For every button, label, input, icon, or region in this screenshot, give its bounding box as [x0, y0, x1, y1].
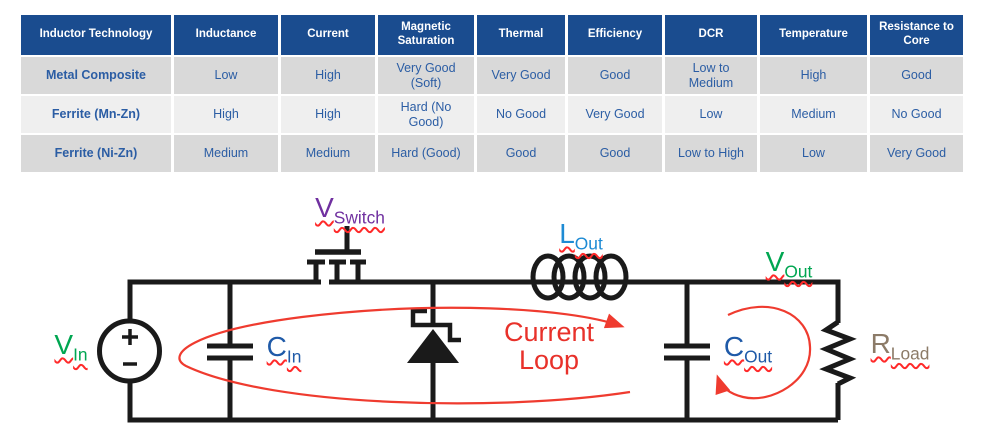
- table-cell: Low: [760, 135, 867, 172]
- table-cell: Low: [174, 57, 278, 94]
- table-cell: High: [760, 57, 867, 94]
- current-loops: [178, 305, 812, 405]
- schottky-diode: [407, 308, 461, 363]
- coil-2: [551, 253, 587, 301]
- label-l-out-sub: Out: [574, 233, 603, 254]
- coil-3: [572, 253, 608, 301]
- table-cell: Medium: [760, 96, 867, 133]
- table-cell: Medium: [174, 135, 278, 172]
- circuit-wires: [127, 279, 841, 423]
- label-c-out-sub: Out: [744, 346, 773, 367]
- table-cell: Very Good: [477, 57, 565, 94]
- label-v-switch: VSwitch: [315, 194, 385, 227]
- capacitor-in: [207, 343, 253, 361]
- table-row: Metal Composite Low High Very Good (Soft) Ve…: [21, 57, 963, 94]
- label-c-out: COut: [724, 333, 772, 366]
- table-cell: Hard (Good): [378, 135, 474, 172]
- table-cell: Very Good: [870, 135, 963, 172]
- label-c-in-sub: In: [286, 346, 302, 367]
- column-header: Magnetic Saturation: [378, 15, 474, 55]
- voltage-source-circle: [97, 318, 162, 384]
- label-r-load-main: R: [870, 328, 891, 359]
- label-v-out-sub: Out: [784, 261, 813, 282]
- current-loop-large: [178, 306, 631, 405]
- table-cell: Good: [870, 57, 963, 94]
- table-body: Metal Composite Low High Very Good (Soft) Ve…: [21, 57, 963, 172]
- label-r-load: RLoad: [871, 330, 930, 363]
- table-cell: Very Good (Soft): [378, 57, 474, 94]
- label-r-load-sub: Load: [890, 343, 930, 364]
- voltage-source: [97, 318, 162, 384]
- table-cell: Hard (No Good): [378, 96, 474, 133]
- label-v-switch-main: V: [315, 192, 334, 223]
- diode-triangle: [407, 329, 459, 363]
- table-cell: Low: [665, 96, 757, 133]
- current-loop-label-line1: Current: [503, 317, 595, 347]
- current-loop-small: [715, 305, 812, 400]
- capacitor-out: [664, 343, 710, 361]
- column-header: Temperature: [760, 15, 867, 55]
- row-header: Metal Composite: [21, 57, 171, 94]
- column-header: Current: [281, 15, 375, 55]
- wire-bottom-rail: [127, 381, 838, 423]
- label-l-out-main: L: [559, 218, 575, 249]
- comparison-table: Inductor Technology Inductance Current Magn…: [18, 13, 966, 174]
- resistor-zigzag: [819, 319, 857, 387]
- wire-top-right: [329, 279, 841, 323]
- table-cell: Good: [568, 57, 662, 94]
- table-row: Ferrite (Ni-Zn) Medium Medium Hard (Good) Go…: [21, 135, 963, 172]
- table-cell: High: [281, 96, 375, 133]
- column-header: Inductance: [174, 15, 278, 55]
- coil-1: [530, 253, 566, 301]
- column-header: Resistance to Core: [870, 15, 963, 55]
- column-header: Inductor Technology: [21, 15, 171, 55]
- label-v-switch-sub: Switch: [333, 207, 385, 228]
- coil-4: [593, 253, 629, 301]
- wire-top-left: [127, 279, 321, 321]
- label-v-in-sub: In: [73, 344, 88, 365]
- label-v-out-main: V: [765, 246, 785, 277]
- label-c-out-main: C: [723, 331, 745, 362]
- table-cell: Low to Medium: [665, 57, 757, 94]
- column-header: DCR: [665, 15, 757, 55]
- column-header: Thermal: [477, 15, 565, 55]
- label-v-in: VIn: [54, 331, 87, 364]
- diode-cathode-bar: [410, 308, 461, 343]
- label-c-in: CIn: [267, 333, 302, 366]
- table-cell: Medium: [281, 135, 375, 172]
- mosfet-symbol: [307, 226, 366, 282]
- label-v-out: VOut: [766, 248, 813, 281]
- column-header: Efficiency: [568, 15, 662, 55]
- label-v-in-main: V: [54, 329, 74, 360]
- row-header: Ferrite (Mn-Zn): [21, 96, 171, 133]
- row-header: Ferrite (Ni-Zn): [21, 135, 171, 172]
- table-cell: Good: [568, 135, 662, 172]
- table-row: Ferrite (Mn-Zn) High High Hard (No Good) No …: [21, 96, 963, 133]
- table-cell: Low to High: [665, 135, 757, 172]
- table-header: Inductor Technology Inductance Current Magn…: [21, 15, 963, 55]
- table-cell: Good: [477, 135, 565, 172]
- mosfet-contact-legs: [313, 262, 361, 282]
- table-cell: No Good: [870, 96, 963, 133]
- table-cell: Very Good: [568, 96, 662, 133]
- label-c-in-main: C: [266, 331, 287, 362]
- table-cell: No Good: [477, 96, 565, 133]
- label-l-out: LOut: [559, 220, 603, 253]
- inductor-coils: [530, 253, 629, 301]
- plus-sign-icon: [122, 329, 138, 345]
- current-loop-label: Current Loop: [504, 318, 594, 374]
- table-cell: High: [174, 96, 278, 133]
- table-cell: High: [281, 57, 375, 94]
- current-loop-label-line2: Loop: [518, 345, 580, 375]
